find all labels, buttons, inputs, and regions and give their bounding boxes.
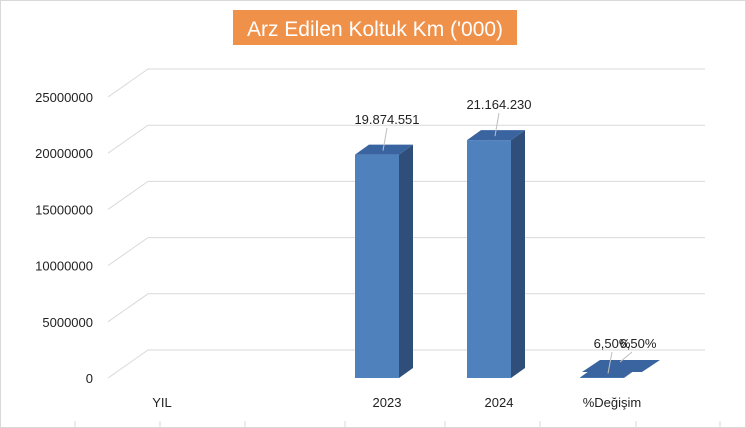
bar-front [580, 377, 624, 378]
y-tick-label: 5000000 [42, 315, 93, 330]
bar-front [355, 154, 399, 378]
y-tick-label: 20000000 [35, 146, 93, 161]
x-category-label: 2023 [373, 395, 402, 410]
x-category-label: YIL [152, 395, 172, 410]
chart-title-background [233, 10, 517, 45]
data-label: 6,50% [594, 336, 631, 351]
data-labels: 19.874.551 21.164.230 6,50%6,50% [354, 97, 657, 374]
x-category-label: %Değişim [583, 395, 642, 410]
y-tick-label: 10000000 [35, 259, 93, 274]
x-axis-categories: YIL 2023 2024 %Değişim [152, 395, 641, 410]
bar-side [399, 144, 413, 378]
gridline [107, 68, 705, 98]
data-label: 21.164.230 [466, 97, 531, 112]
bars [355, 130, 660, 378]
bar-top [467, 130, 525, 141]
bar-side [511, 130, 525, 378]
gridline [107, 124, 705, 154]
data-label: 19.874.551 [354, 112, 419, 127]
data-label: 6,50% [620, 336, 657, 351]
y-tick-label: 0 [86, 371, 93, 386]
y-tick-label: 15000000 [35, 202, 93, 217]
chart-title-group: Arz Edilen Koltuk Km ('000) [233, 10, 517, 45]
y-tick-label: 25000000 [35, 90, 93, 105]
bar-top [355, 144, 413, 155]
y-axis-ticks: 0 5000000 10000000 15000000 20000000 25000000 [35, 90, 93, 386]
data-label-leader [619, 351, 633, 363]
data-label-leader [382, 127, 388, 151]
data-label-leader [607, 351, 613, 374]
chart-title: Arz Edilen Koltuk Km ('000) [247, 18, 503, 41]
bar-front [467, 140, 511, 378]
bar-flat-slab [582, 360, 660, 372]
data-label-leader [494, 112, 500, 137]
x-category-label: 2024 [485, 395, 514, 410]
